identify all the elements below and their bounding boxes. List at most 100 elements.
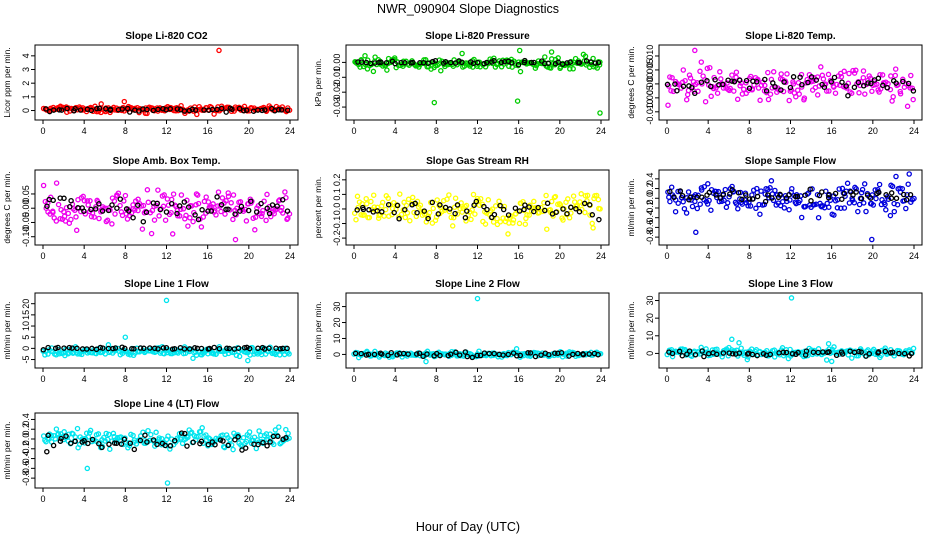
data-point — [679, 352, 686, 359]
data-point — [772, 187, 778, 194]
data-point — [843, 83, 849, 89]
data-point — [224, 345, 230, 351]
x-tick-label: 4 — [393, 251, 398, 261]
data-point — [410, 59, 416, 66]
data-point — [849, 355, 855, 361]
data-point — [223, 206, 229, 213]
data-point — [53, 180, 60, 186]
data-point — [61, 209, 67, 215]
data-point — [783, 349, 790, 356]
data-point — [727, 85, 733, 92]
data-point — [786, 206, 792, 213]
data-point — [199, 207, 205, 213]
data-point — [72, 434, 79, 440]
data-point — [567, 66, 573, 72]
data-point — [531, 208, 537, 215]
data-point — [187, 215, 193, 221]
data-point — [498, 59, 505, 66]
data-point — [127, 352, 133, 358]
x-tick-label: 20 — [868, 251, 878, 261]
data-point — [757, 211, 763, 217]
data-point — [848, 90, 855, 96]
data-point — [575, 350, 581, 357]
data-point — [515, 61, 522, 68]
series-markers — [40, 297, 292, 364]
data-point — [266, 345, 272, 351]
data-point — [826, 204, 832, 210]
data-point — [783, 195, 790, 201]
x-tick-label: 12 — [472, 251, 482, 261]
data-point — [448, 214, 454, 221]
data-point — [361, 212, 368, 218]
data-point — [726, 194, 732, 200]
data-point — [218, 208, 224, 215]
data-point — [524, 212, 530, 218]
data-point — [568, 204, 574, 211]
data-point — [552, 350, 558, 356]
data-point — [756, 201, 762, 208]
data-point — [132, 207, 138, 213]
data-point — [55, 430, 62, 437]
data-point — [235, 345, 242, 351]
data-point — [404, 210, 411, 216]
data-point — [131, 446, 138, 453]
x-tick-label: 4 — [706, 374, 711, 384]
outlier-point — [744, 356, 751, 363]
data-point — [153, 429, 159, 436]
x-tick-label: 20 — [868, 126, 878, 136]
data-point — [879, 72, 886, 78]
data-point — [362, 52, 368, 59]
data-point — [203, 432, 209, 438]
data-point — [899, 185, 906, 192]
data-point — [802, 192, 808, 198]
data-point — [44, 203, 50, 209]
outlier-point — [84, 465, 91, 472]
x-tick-label: 20 — [555, 251, 565, 261]
data-point — [171, 345, 178, 352]
data-point — [679, 192, 686, 199]
data-point — [717, 69, 723, 75]
data-point — [135, 207, 141, 214]
data-point — [392, 60, 398, 67]
data-point — [505, 212, 512, 218]
outlier-point — [163, 297, 170, 304]
data-point — [69, 345, 75, 351]
x-tick-label: 4 — [82, 126, 87, 136]
data-point — [582, 209, 588, 216]
y-axis-label: ml/min per min. — [2, 301, 12, 359]
data-point — [73, 214, 79, 220]
data-point — [198, 224, 205, 230]
data-point — [205, 208, 211, 214]
data-point — [729, 187, 735, 193]
data-point — [777, 191, 783, 198]
data-point — [888, 190, 895, 196]
data-point — [454, 202, 461, 208]
data-point — [140, 202, 147, 209]
data-point — [576, 208, 583, 215]
data-point — [195, 200, 202, 207]
data-point — [586, 202, 593, 208]
data-point — [667, 198, 673, 205]
data-point — [284, 208, 291, 214]
data-point — [763, 88, 770, 94]
data-point — [484, 206, 490, 213]
x-tick-label: 4 — [393, 374, 398, 384]
data-point — [275, 433, 281, 440]
data-point — [40, 347, 47, 353]
data-point — [468, 216, 474, 223]
data-point — [193, 202, 199, 208]
data-point — [868, 80, 874, 87]
data-point — [669, 74, 675, 81]
data-point — [148, 230, 155, 237]
data-point — [243, 438, 250, 445]
data-point — [841, 205, 848, 211]
data-point — [243, 218, 250, 224]
data-point — [190, 218, 196, 225]
data-point — [237, 208, 243, 214]
y-axis-label: percent per min. — [313, 177, 323, 238]
data-point — [510, 217, 517, 223]
data-point — [353, 216, 359, 223]
data-point — [407, 217, 413, 224]
outlier-point — [513, 346, 520, 352]
